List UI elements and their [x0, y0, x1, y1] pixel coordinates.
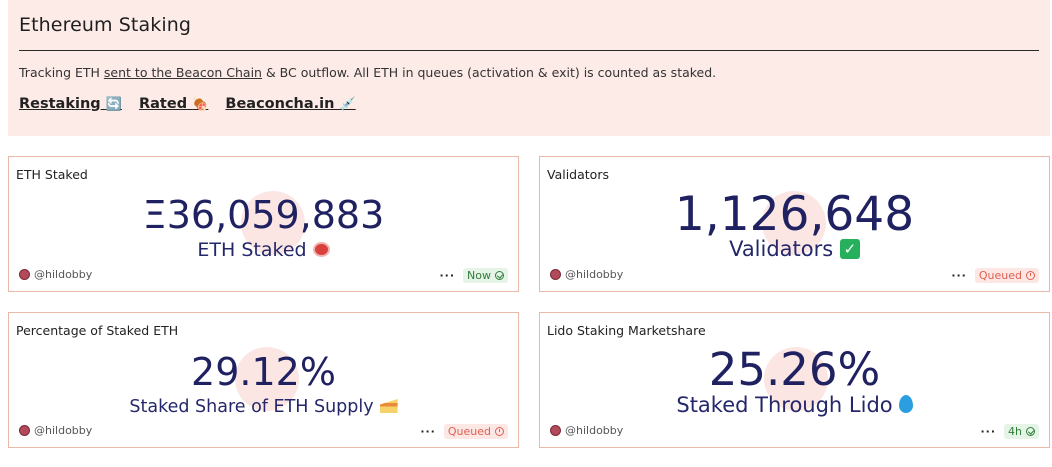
- eth-staked-value: Ξ36,059,883: [142, 193, 385, 237]
- decorative-blob: [235, 347, 299, 411]
- lido-marketshare-card[interactable]: Lido Staking Marketshare 25.26% Staked T…: [539, 312, 1050, 448]
- staked-percentage-card[interactable]: Percentage of Staked ETH 29.12% Staked S…: [8, 312, 519, 448]
- more-options-icon[interactable]: ···: [420, 425, 436, 438]
- card-title: Lido Staking Marketshare: [547, 323, 706, 338]
- avatar: [550, 425, 561, 436]
- author-name: @hildobby: [34, 424, 93, 437]
- more-options-icon[interactable]: ···: [439, 269, 456, 282]
- validators-card[interactable]: Validators 1,126,648 Validators ✓ @hildo…: [539, 156, 1050, 292]
- author[interactable]: @hildobby: [550, 424, 623, 437]
- header-description: Tracking ETH sent to the Beacon Chain & …: [19, 65, 716, 80]
- desc-suffix: & BC outflow. All ETH in queues (activat…: [261, 65, 717, 80]
- status-label: Now: [467, 269, 491, 282]
- card-footer-actions: ··· Now: [439, 268, 508, 283]
- author[interactable]: @hildobby: [19, 268, 92, 281]
- header-divider: [19, 50, 1039, 51]
- status-badge[interactable]: Queued: [974, 268, 1039, 283]
- eth-staked-card[interactable]: ETH Staked Ξ36,059,883 ETH Staked @hildo…: [8, 156, 519, 292]
- rated-link-label: Rated: [138, 96, 188, 112]
- status-label: Queued: [978, 269, 1022, 282]
- check-circle-icon: [495, 271, 504, 280]
- meat-icon: [312, 242, 330, 257]
- meat-on-bone-icon: 🍖: [192, 97, 209, 112]
- subtitle-text: Staked Through Lido: [676, 393, 893, 417]
- syringe-icon: 💉: [339, 97, 356, 112]
- droplet-icon: [898, 395, 913, 413]
- author-name: @hildobby: [565, 268, 624, 281]
- beaconchain-link[interactable]: Beaconcha.in 💉: [225, 96, 355, 112]
- clock-icon: [1026, 271, 1035, 280]
- page-title: Ethereum Staking: [19, 14, 191, 36]
- status-label: 4h: [1008, 425, 1022, 438]
- card-footer-actions: ··· Queued: [420, 424, 508, 439]
- status-label: Queued: [447, 425, 491, 438]
- beaconchain-link-label: Beaconcha.in: [225, 96, 335, 112]
- avatar: [19, 425, 30, 436]
- staked-percentage-subtitle: Staked Share of ETH Supply: [9, 397, 518, 417]
- status-badge[interactable]: 4h: [1004, 424, 1039, 439]
- lido-marketshare-subtitle: Staked Through Lido: [540, 393, 1049, 417]
- validators-value: 1,126,648: [674, 187, 915, 242]
- status-badge[interactable]: Queued: [443, 424, 508, 439]
- more-options-icon[interactable]: ···: [980, 425, 997, 438]
- card-title: Validators: [547, 167, 609, 182]
- author[interactable]: @hildobby: [19, 424, 92, 437]
- check-circle-icon: [1026, 427, 1035, 436]
- avatar: [550, 269, 561, 280]
- restaking-link-label: Restaking: [19, 96, 101, 112]
- lido-marketshare-value: 25.26%: [708, 343, 881, 396]
- author[interactable]: @hildobby: [550, 268, 623, 281]
- decorative-blob: [241, 191, 305, 255]
- header-links: Restaking 🔄 Rated 🍖 Beaconcha.in 💉: [19, 96, 368, 112]
- beacon-chain-link[interactable]: sent to the Beacon Chain: [103, 65, 262, 80]
- cake-icon: [379, 399, 398, 413]
- eth-staked-subtitle: ETH Staked: [9, 239, 518, 261]
- decorative-blob: [764, 347, 828, 411]
- subtitle-text: ETH Staked: [197, 239, 307, 261]
- subtitle-text: Staked Share of ETH Supply: [129, 397, 374, 417]
- card-footer-actions: ··· 4h: [980, 424, 1039, 439]
- restaking-link[interactable]: Restaking 🔄: [19, 96, 122, 112]
- author-name: @hildobby: [34, 268, 93, 281]
- validators-subtitle: Validators ✓: [540, 237, 1049, 261]
- more-options-icon[interactable]: ···: [951, 269, 967, 282]
- check-mark-icon: ✓: [839, 239, 860, 259]
- card-footer-actions: ··· Queued: [951, 268, 1039, 283]
- staked-percentage-value: 29.12%: [191, 350, 336, 394]
- desc-prefix: Tracking ETH: [19, 65, 104, 80]
- decorative-blob: [762, 191, 826, 255]
- dashboard-header: Ethereum Staking Tracking ETH sent to th…: [8, 0, 1050, 136]
- card-title: Percentage of Staked ETH: [16, 323, 179, 338]
- card-title: ETH Staked: [16, 167, 88, 182]
- author-name: @hildobby: [565, 424, 624, 437]
- rated-link[interactable]: Rated 🍖: [139, 96, 208, 112]
- avatar: [19, 269, 30, 280]
- refresh-icon: 🔄: [105, 97, 122, 112]
- clock-icon: [495, 427, 504, 436]
- subtitle-text: Validators: [729, 237, 834, 261]
- status-badge[interactable]: Now: [463, 268, 508, 283]
